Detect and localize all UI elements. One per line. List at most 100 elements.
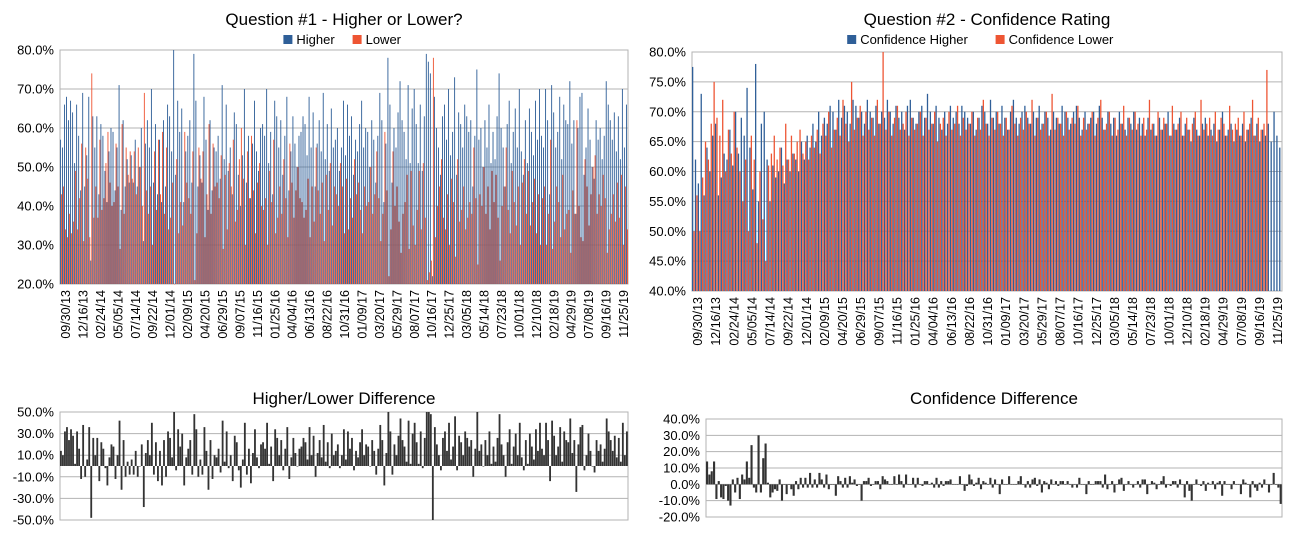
bar-q1-0-61 [183, 202, 185, 284]
bar-q2diff-0-171 [1106, 484, 1109, 490]
bar-q2-0-73 [901, 111, 903, 291]
bar-q1-0-44 [148, 147, 150, 284]
bar-q2-0-123 [1044, 111, 1046, 291]
bar-q2-1-30 [779, 147, 781, 291]
bar-q1-1-239 [544, 186, 546, 284]
bar-q2-0-33 [786, 159, 788, 291]
bar-q1-1-270 [606, 252, 608, 284]
bar-q2-1-158 [1145, 129, 1148, 291]
bar-q2-0-171 [1181, 135, 1184, 291]
bar-q1-0-60 [181, 108, 183, 284]
bar-q2-1-25 [765, 261, 767, 292]
bar-q1diff-0-122 [306, 459, 309, 466]
bar-q2-0-6 [709, 171, 711, 291]
bar-q1diff-0-173 [409, 463, 412, 466]
x-tick-label: 04/20/15 [199, 290, 213, 339]
bar-q1-0-95 [252, 143, 253, 284]
bar-q1-1-38 [137, 147, 139, 284]
bar-q2-1-100 [979, 129, 982, 291]
x-tick-label: 01/25/16 [268, 290, 282, 339]
bar-q2-0-194 [1247, 129, 1249, 291]
bar-q1-1-260 [586, 186, 588, 284]
bar-q1diff-0-47 [155, 442, 157, 466]
bar-q2diff-0-1 [708, 474, 711, 485]
bar-q2-0-4 [703, 195, 705, 291]
bar-q1-1-23 [107, 131, 109, 284]
bar-q1diff-0-169 [401, 440, 404, 466]
bar-q1diff-0-240 [545, 422, 547, 466]
bar-q2diff-0-23 [759, 484, 762, 493]
bar-q2-0-35 [792, 153, 794, 291]
bar-q1-1-164 [392, 151, 394, 284]
bar-q1diff-0-224 [512, 446, 515, 466]
bar-q2-1-187 [1229, 105, 1231, 291]
bar-q1-0-112 [286, 96, 288, 284]
bar-q1diff-0-257 [579, 427, 582, 466]
bar-q1-1-113 [289, 143, 291, 284]
bar-q2-1-137 [1085, 129, 1088, 291]
bar-q1-0-88 [237, 174, 239, 284]
bar-q2diff-0-72 [874, 481, 877, 485]
bar-q1-1-272 [610, 213, 612, 284]
bar-q1-1-265 [596, 213, 598, 284]
bar-q1-1-8 [77, 229, 79, 284]
bar-q1-1-219 [503, 186, 505, 284]
bar-q1diff-0-106 [274, 429, 277, 466]
bar-q1-0-221 [506, 124, 508, 284]
bar-q1-0-97 [256, 151, 257, 284]
bar-q2diff-0-127 [1003, 484, 1006, 485]
bar-q1-1-168 [400, 252, 402, 284]
bar-q1-0-71 [203, 96, 205, 284]
bar-q2-0-139 [1090, 117, 1092, 291]
bar-q2-1-6 [710, 123, 712, 291]
bar-q1-1-202 [469, 202, 471, 284]
bar-q1diff-0-241 [547, 440, 549, 466]
bar-q1-1-274 [614, 221, 616, 284]
bar-q1-1-256 [578, 206, 580, 284]
y-tick-label: -20.0% [659, 510, 701, 525]
bar-q2-1-194 [1249, 123, 1251, 291]
bar-q1-1-184 [432, 57, 434, 284]
bar-q2-0-149 [1118, 111, 1121, 291]
bar-q2-1-43 [816, 129, 818, 291]
bar-q2-1-177 [1200, 99, 1202, 291]
x-tick-label: 06/13/16 [303, 290, 317, 339]
bar-q2-0-58 [858, 117, 860, 291]
bar-q2-1-184 [1220, 117, 1222, 291]
bar-q1-1-77 [216, 182, 218, 284]
bar-q1-0-222 [508, 100, 510, 284]
bar-q1-1-227 [519, 245, 521, 284]
bar-q1-0-218 [500, 128, 502, 284]
bar-q1-1-79 [220, 155, 222, 284]
bar-q2-1-94 [962, 117, 964, 291]
x-tick-label: 10/01/18 [512, 290, 526, 339]
bar-q1-1-261 [588, 225, 590, 284]
bar-q1diff-0-39 [138, 466, 141, 467]
bar-q2diff-0-5 [717, 481, 720, 485]
bar-q2-1-49 [833, 129, 836, 291]
bar-q2-0-97 [969, 123, 972, 291]
x-tick-label: 01/09/17 [999, 297, 1013, 346]
bar-q2-1-72 [899, 129, 901, 291]
bar-q2-0-60 [863, 123, 866, 291]
bar-q1diff-0-110 [282, 466, 285, 471]
bar-q1-0-246 [557, 131, 559, 284]
bar-q1-1-120 [303, 217, 305, 284]
chart-q1: Question #1 - Higher or Lower?Higher Lowe… [17, 10, 631, 339]
bar-q2diff-0-214 [1207, 482, 1210, 485]
bar-q1-1-243 [552, 248, 554, 284]
bar-q1-1-263 [592, 167, 594, 284]
bar-q1diff-0-246 [557, 446, 560, 466]
bar-q1-1-111 [285, 198, 287, 284]
bar-q1diff-0-159 [381, 440, 384, 466]
x-tick-label: 05/14/18 [1126, 297, 1140, 346]
bar-q1diff-0-260 [585, 455, 588, 466]
bar-q1-1-167 [398, 221, 400, 284]
bar-q1diff-0-138 [338, 466, 341, 469]
bar-q1diff-0-34 [128, 466, 131, 475]
bar-q2diff-0-125 [998, 484, 1001, 495]
bar-q1-1-32 [125, 147, 127, 284]
bar-q2diff-0-53 [830, 484, 833, 485]
bar-q2-0-27 [769, 201, 771, 292]
bar-q2diff-0-181 [1129, 484, 1132, 485]
